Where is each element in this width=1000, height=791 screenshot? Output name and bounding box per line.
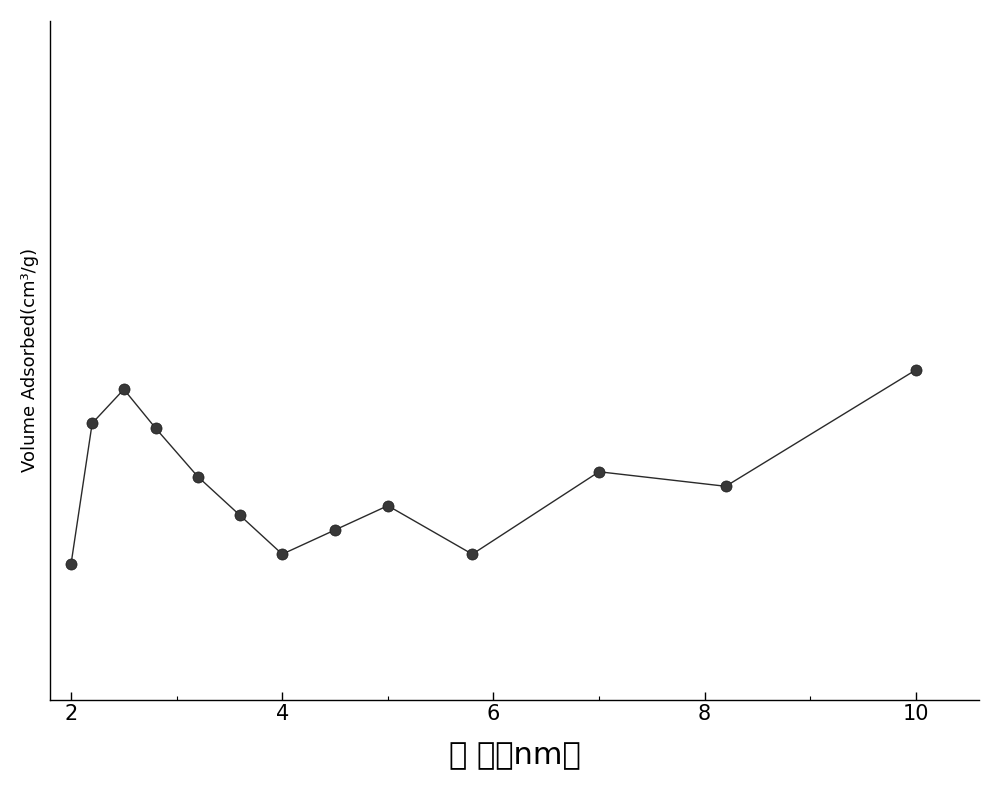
X-axis label: 孔 径（nm）: 孔 径（nm） (449, 741, 580, 770)
Y-axis label: Volume Adsorbed(cm³/g): Volume Adsorbed(cm³/g) (21, 248, 39, 472)
